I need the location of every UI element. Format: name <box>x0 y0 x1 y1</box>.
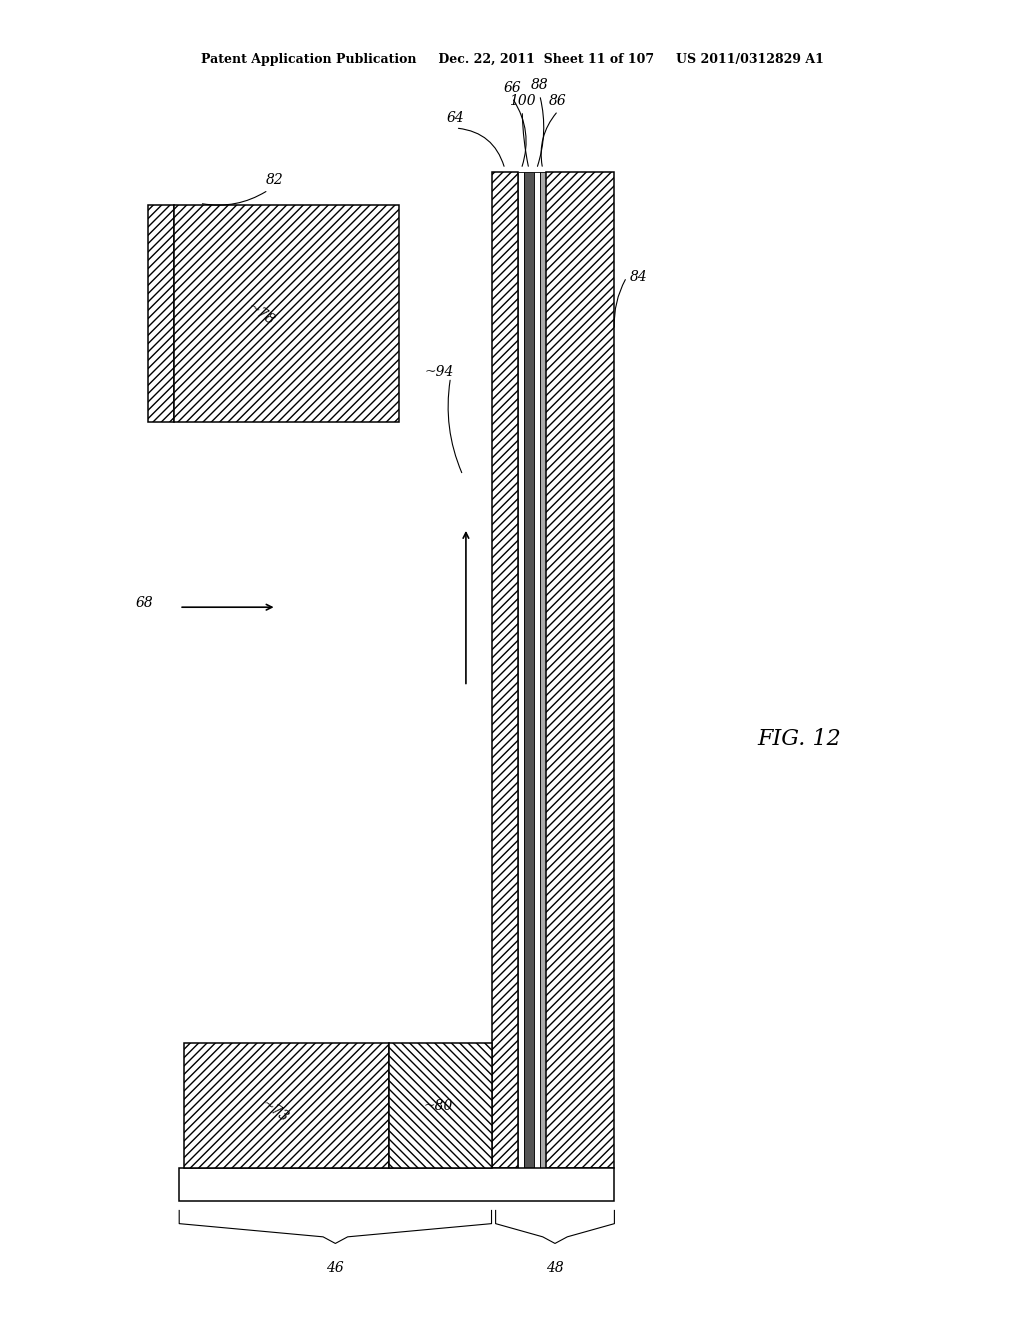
Bar <box>148 205 174 422</box>
Text: 46: 46 <box>327 1261 344 1275</box>
Text: 100: 100 <box>509 94 536 108</box>
Text: ~78: ~78 <box>245 300 278 329</box>
Bar <box>546 172 614 1168</box>
Text: 64: 64 <box>446 111 465 125</box>
Text: Patent Application Publication     Dec. 22, 2011  Sheet 11 of 107     US 2011/03: Patent Application Publication Dec. 22, … <box>201 53 823 66</box>
Bar <box>518 172 524 1168</box>
Text: ~80: ~80 <box>424 1100 453 1113</box>
Bar <box>174 205 399 422</box>
Bar <box>492 172 518 1168</box>
Text: 66: 66 <box>503 81 521 95</box>
Bar <box>524 172 534 1168</box>
Text: 84: 84 <box>630 271 647 284</box>
Bar <box>179 1168 614 1201</box>
Text: ~94: ~94 <box>424 366 454 379</box>
Text: 82: 82 <box>265 173 284 187</box>
Text: 48: 48 <box>546 1261 564 1275</box>
Text: 88: 88 <box>530 78 549 92</box>
Text: ~73: ~73 <box>258 1097 291 1126</box>
Bar <box>389 1043 492 1168</box>
Text: 86: 86 <box>549 94 567 108</box>
Bar <box>184 1043 389 1168</box>
Bar <box>540 172 546 1168</box>
Bar <box>534 172 540 1168</box>
Text: FIG. 12: FIG. 12 <box>758 729 842 750</box>
Text: 68: 68 <box>136 597 154 610</box>
